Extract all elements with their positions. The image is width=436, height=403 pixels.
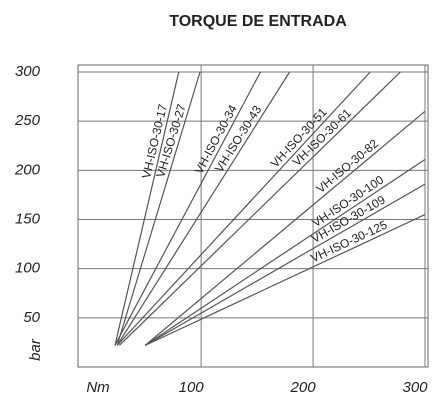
series-line [144,183,426,346]
series-line [116,71,201,346]
y-tick-label: 200 [14,161,41,178]
x-tick-label: 100 [179,379,205,396]
x-axis-label: Nm [86,379,109,396]
series-line [144,110,426,346]
series-line [114,71,261,346]
series-line [144,159,426,346]
x-tick-label: 200 [290,379,317,396]
y-tick-label: 300 [15,63,41,80]
chart-title: TORQUE DE ENTRADA [169,13,347,30]
series-line [118,71,401,346]
series-line [116,71,371,346]
plot-frame [77,64,429,368]
y-tick-label: 100 [15,260,41,277]
y-axis-label: bar [27,338,44,361]
series-line [114,71,180,346]
y-tick-label: 250 [14,112,41,129]
x-tick-label: 300 [402,379,428,396]
y-tick-label: 50 [23,309,40,326]
series-line [144,214,426,346]
series-line [116,71,291,346]
y-tick-label: 150 [15,210,41,227]
